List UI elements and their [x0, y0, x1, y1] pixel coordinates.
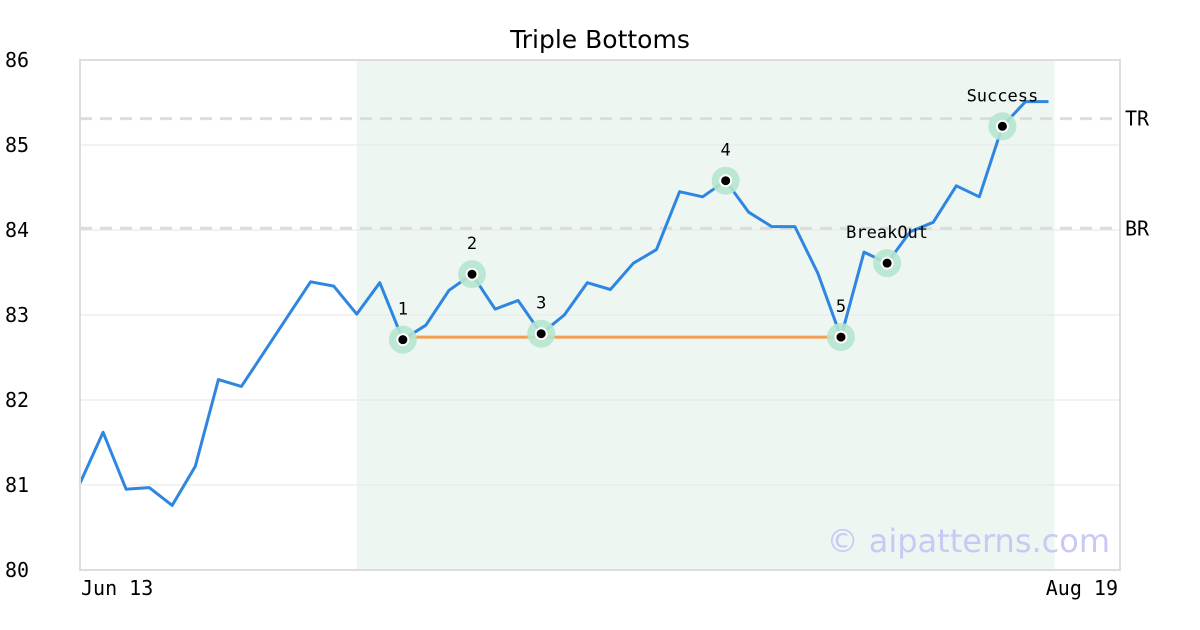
pattern-point-marker — [465, 267, 479, 281]
y-tick-label: 82 — [5, 388, 29, 412]
y-tick-label: 81 — [5, 473, 29, 497]
level-label-tr: TR — [1125, 107, 1150, 131]
pattern-point-label: 2 — [467, 234, 477, 254]
pattern-point-label: 1 — [398, 300, 408, 320]
y-tick-label: 83 — [5, 303, 29, 327]
x-tick-label: Jun 13 — [81, 576, 153, 600]
pattern-point-label: 5 — [836, 297, 846, 317]
chart-title: Triple Bottoms — [509, 25, 690, 54]
pattern-point-label: BreakOut — [846, 223, 928, 243]
plot-frame — [79, 59, 1121, 571]
level-lines: TR BR — [80, 107, 1150, 240]
grid-lines — [80, 144, 1120, 486]
pattern-points: 1 2 3 4 5 BreakOut Success — [388, 86, 1039, 354]
pattern-point-marker — [880, 256, 894, 270]
pattern-point-marker — [834, 330, 848, 344]
watermark: © aipatterns.com — [827, 522, 1110, 560]
x-axis-ticks: Jun 13 Aug 19 — [81, 576, 1118, 600]
level-label-br: BR — [1125, 216, 1150, 240]
y-tick-label: 84 — [5, 218, 29, 242]
pattern-point-marker — [534, 327, 548, 341]
pattern-point-marker — [396, 333, 410, 347]
y-tick-label: 80 — [5, 558, 29, 582]
pattern-point-label: 4 — [721, 141, 731, 161]
y-axis-ticks: 80 81 82 83 84 85 86 — [5, 48, 29, 582]
pattern-point-label: Success — [967, 86, 1039, 106]
pattern-point-marker — [995, 119, 1009, 133]
x-tick-label: Aug 19 — [1046, 576, 1118, 600]
y-tick-label: 86 — [5, 48, 29, 72]
pattern-point-marker — [719, 174, 733, 188]
pattern-point-label: 3 — [536, 294, 546, 314]
y-tick-label: 85 — [5, 133, 29, 157]
